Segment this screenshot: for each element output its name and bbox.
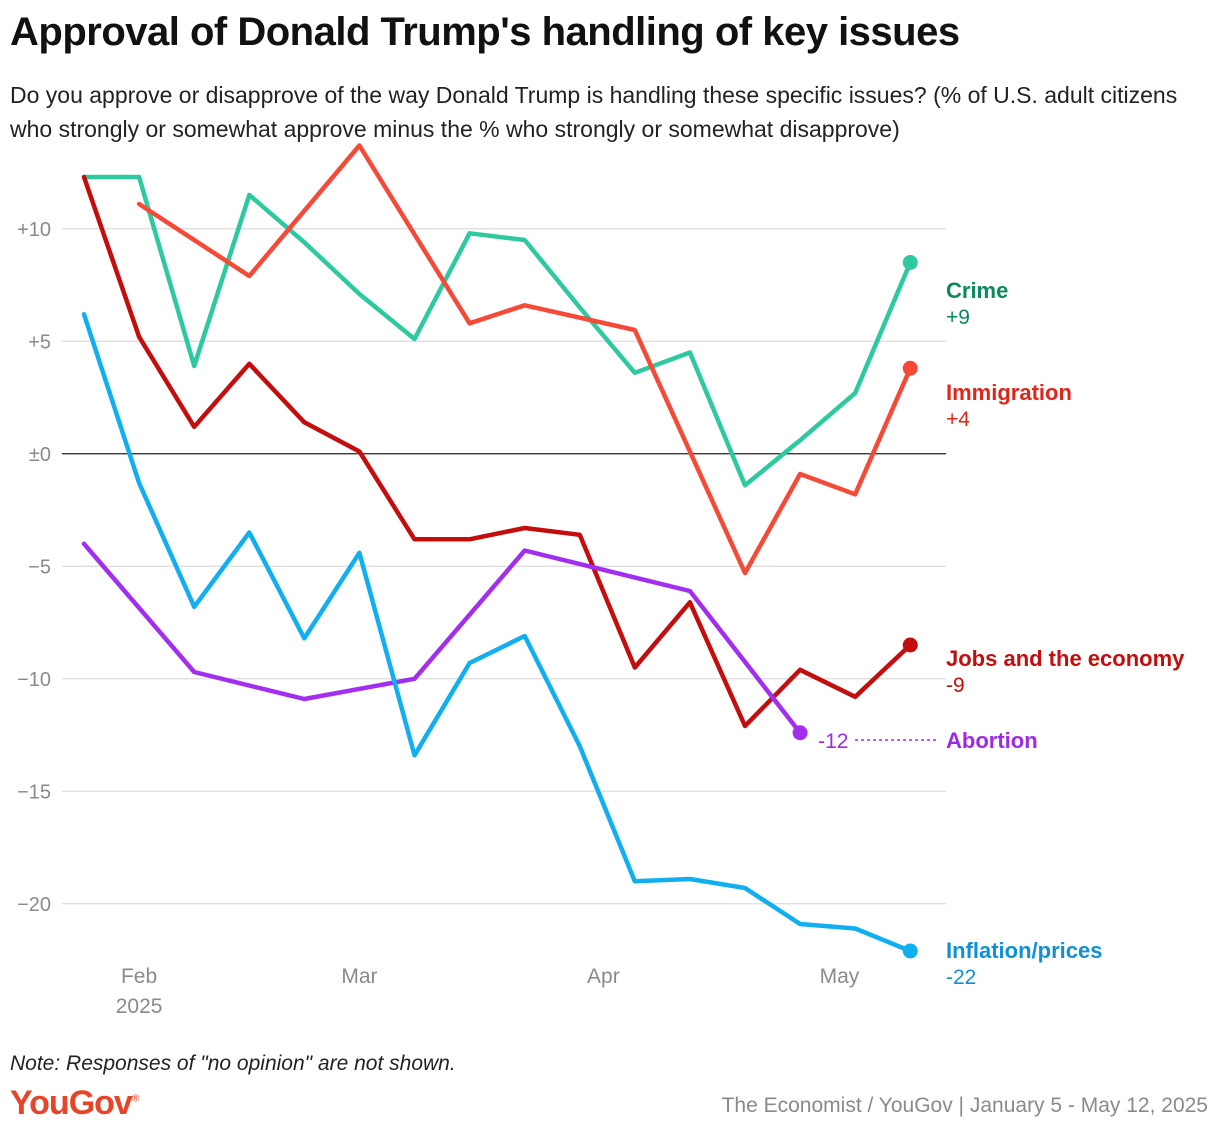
chart-source: The Economist / YouGov | January 5 - May… bbox=[721, 1094, 1208, 1117]
series-end-value: +9 bbox=[946, 306, 970, 329]
logo-text: YouGov bbox=[10, 1084, 133, 1122]
chart-note: Note: Responses of "no opinion" are not … bbox=[10, 1052, 456, 1075]
registered-mark-icon: ® bbox=[131, 1093, 139, 1105]
x-tick-label: Feb bbox=[121, 965, 157, 988]
y-tick-label: −5 bbox=[28, 556, 51, 578]
x-tick-label: May bbox=[820, 965, 860, 988]
y-tick-label: −10 bbox=[17, 669, 51, 691]
series-end-value: -22 bbox=[946, 966, 976, 989]
y-tick-label: +5 bbox=[28, 331, 51, 353]
series-name-label: Crime bbox=[946, 278, 1008, 303]
y-tick-label: −20 bbox=[17, 894, 51, 916]
series-line-inflation-prices bbox=[81, 312, 913, 954]
series-line-immigration bbox=[136, 143, 913, 576]
end-point-jobs-and-the-economy bbox=[902, 637, 918, 653]
series-end-value: -12 bbox=[818, 730, 848, 753]
series-end-value: -9 bbox=[946, 674, 965, 697]
end-point-crime bbox=[902, 255, 918, 270]
x-tick-label: Apr bbox=[587, 965, 620, 988]
x-tick-label: Mar bbox=[341, 965, 377, 988]
series-name-label: Abortion bbox=[946, 728, 1038, 753]
series-line-abortion bbox=[81, 541, 803, 736]
end-point-abortion bbox=[792, 725, 808, 741]
y-tick-label: +10 bbox=[17, 219, 51, 241]
x-tick-sublabel: 2025 bbox=[116, 995, 163, 1018]
end-point-immigration bbox=[902, 360, 918, 376]
series-end-value: +4 bbox=[946, 408, 970, 431]
series-name-label: Immigration bbox=[946, 380, 1072, 405]
series-name-label: Jobs and the economy bbox=[946, 646, 1185, 671]
yougov-logo: YouGov® bbox=[10, 1084, 139, 1123]
chart-title: Approval of Donald Trump's handling of k… bbox=[10, 10, 960, 54]
y-tick-label: −15 bbox=[17, 781, 51, 803]
series-line-crime bbox=[81, 174, 913, 488]
end-point-inflation-prices bbox=[902, 943, 918, 959]
chart-subtitle: Do you approve or disapprove of the way … bbox=[10, 82, 1178, 142]
y-tick-label: ±0 bbox=[29, 444, 51, 466]
series-name-label: Inflation/prices bbox=[946, 938, 1102, 963]
